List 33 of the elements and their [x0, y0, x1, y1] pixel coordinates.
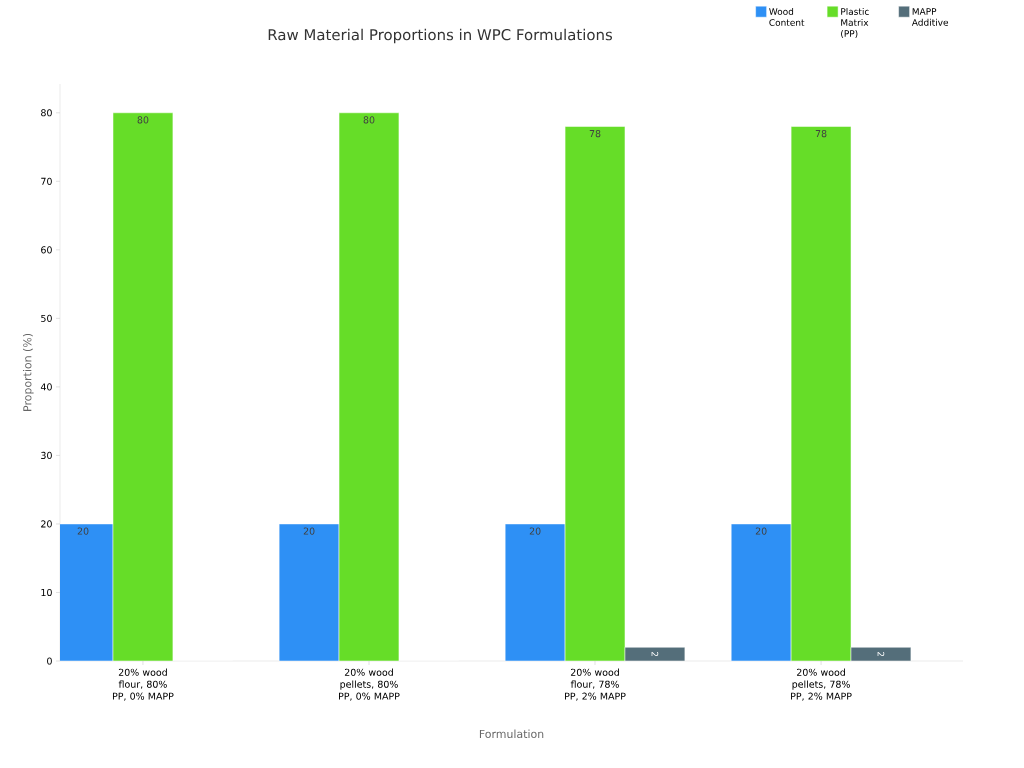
data-label: 80: [137, 116, 149, 124]
y-tick-label: 70: [41, 177, 52, 185]
chart-title: Raw Material Proportions in WPC Formulations: [268, 28, 613, 44]
y-tick-label: 50: [41, 314, 52, 322]
y-tick-label: 10: [41, 588, 52, 597]
y-tick-label: 80: [41, 109, 52, 117]
data-label: 2: [651, 651, 659, 657]
x-tick-label: 20% wood pellets, 80% PP, 0% MAPP: [339, 668, 400, 701]
data-label: 20: [529, 527, 541, 535]
data-label: 20: [755, 527, 767, 535]
y-tick-label: 20: [41, 520, 52, 528]
data-label: 20: [77, 527, 89, 535]
legend-label: MAPP Additive: [911, 8, 949, 26]
bar: [112, 112, 174, 661]
data-label: 2: [877, 651, 885, 657]
legend-label: Wood Content: [769, 8, 805, 26]
bar: [564, 126, 626, 661]
y-tick-label: 40: [40, 383, 52, 391]
y-tick-label: 0: [47, 657, 52, 665]
data-label: 80: [363, 116, 375, 124]
bar: [790, 126, 852, 661]
data-label: 78: [589, 130, 601, 138]
legend-label: Plastic Matrix (PP): [841, 8, 869, 38]
bar: [338, 112, 400, 661]
y-axis-title: Proportion (%): [22, 333, 34, 411]
data-label: 78: [815, 130, 827, 138]
y-tick-label: 60: [41, 246, 52, 254]
x-tick-label: 20% wood flour, 80% PP, 0% MAPP: [112, 668, 174, 701]
x-tick-label: 20% wood pellets, 78% PP, 2% MAPP: [791, 668, 852, 701]
y-tick-label: 30: [41, 451, 52, 459]
data-label: 20: [303, 527, 315, 535]
x-axis-title: Formulation: [479, 729, 544, 739]
x-tick-label: 20% wood flour, 78% PP, 2% MAPP: [565, 668, 626, 701]
